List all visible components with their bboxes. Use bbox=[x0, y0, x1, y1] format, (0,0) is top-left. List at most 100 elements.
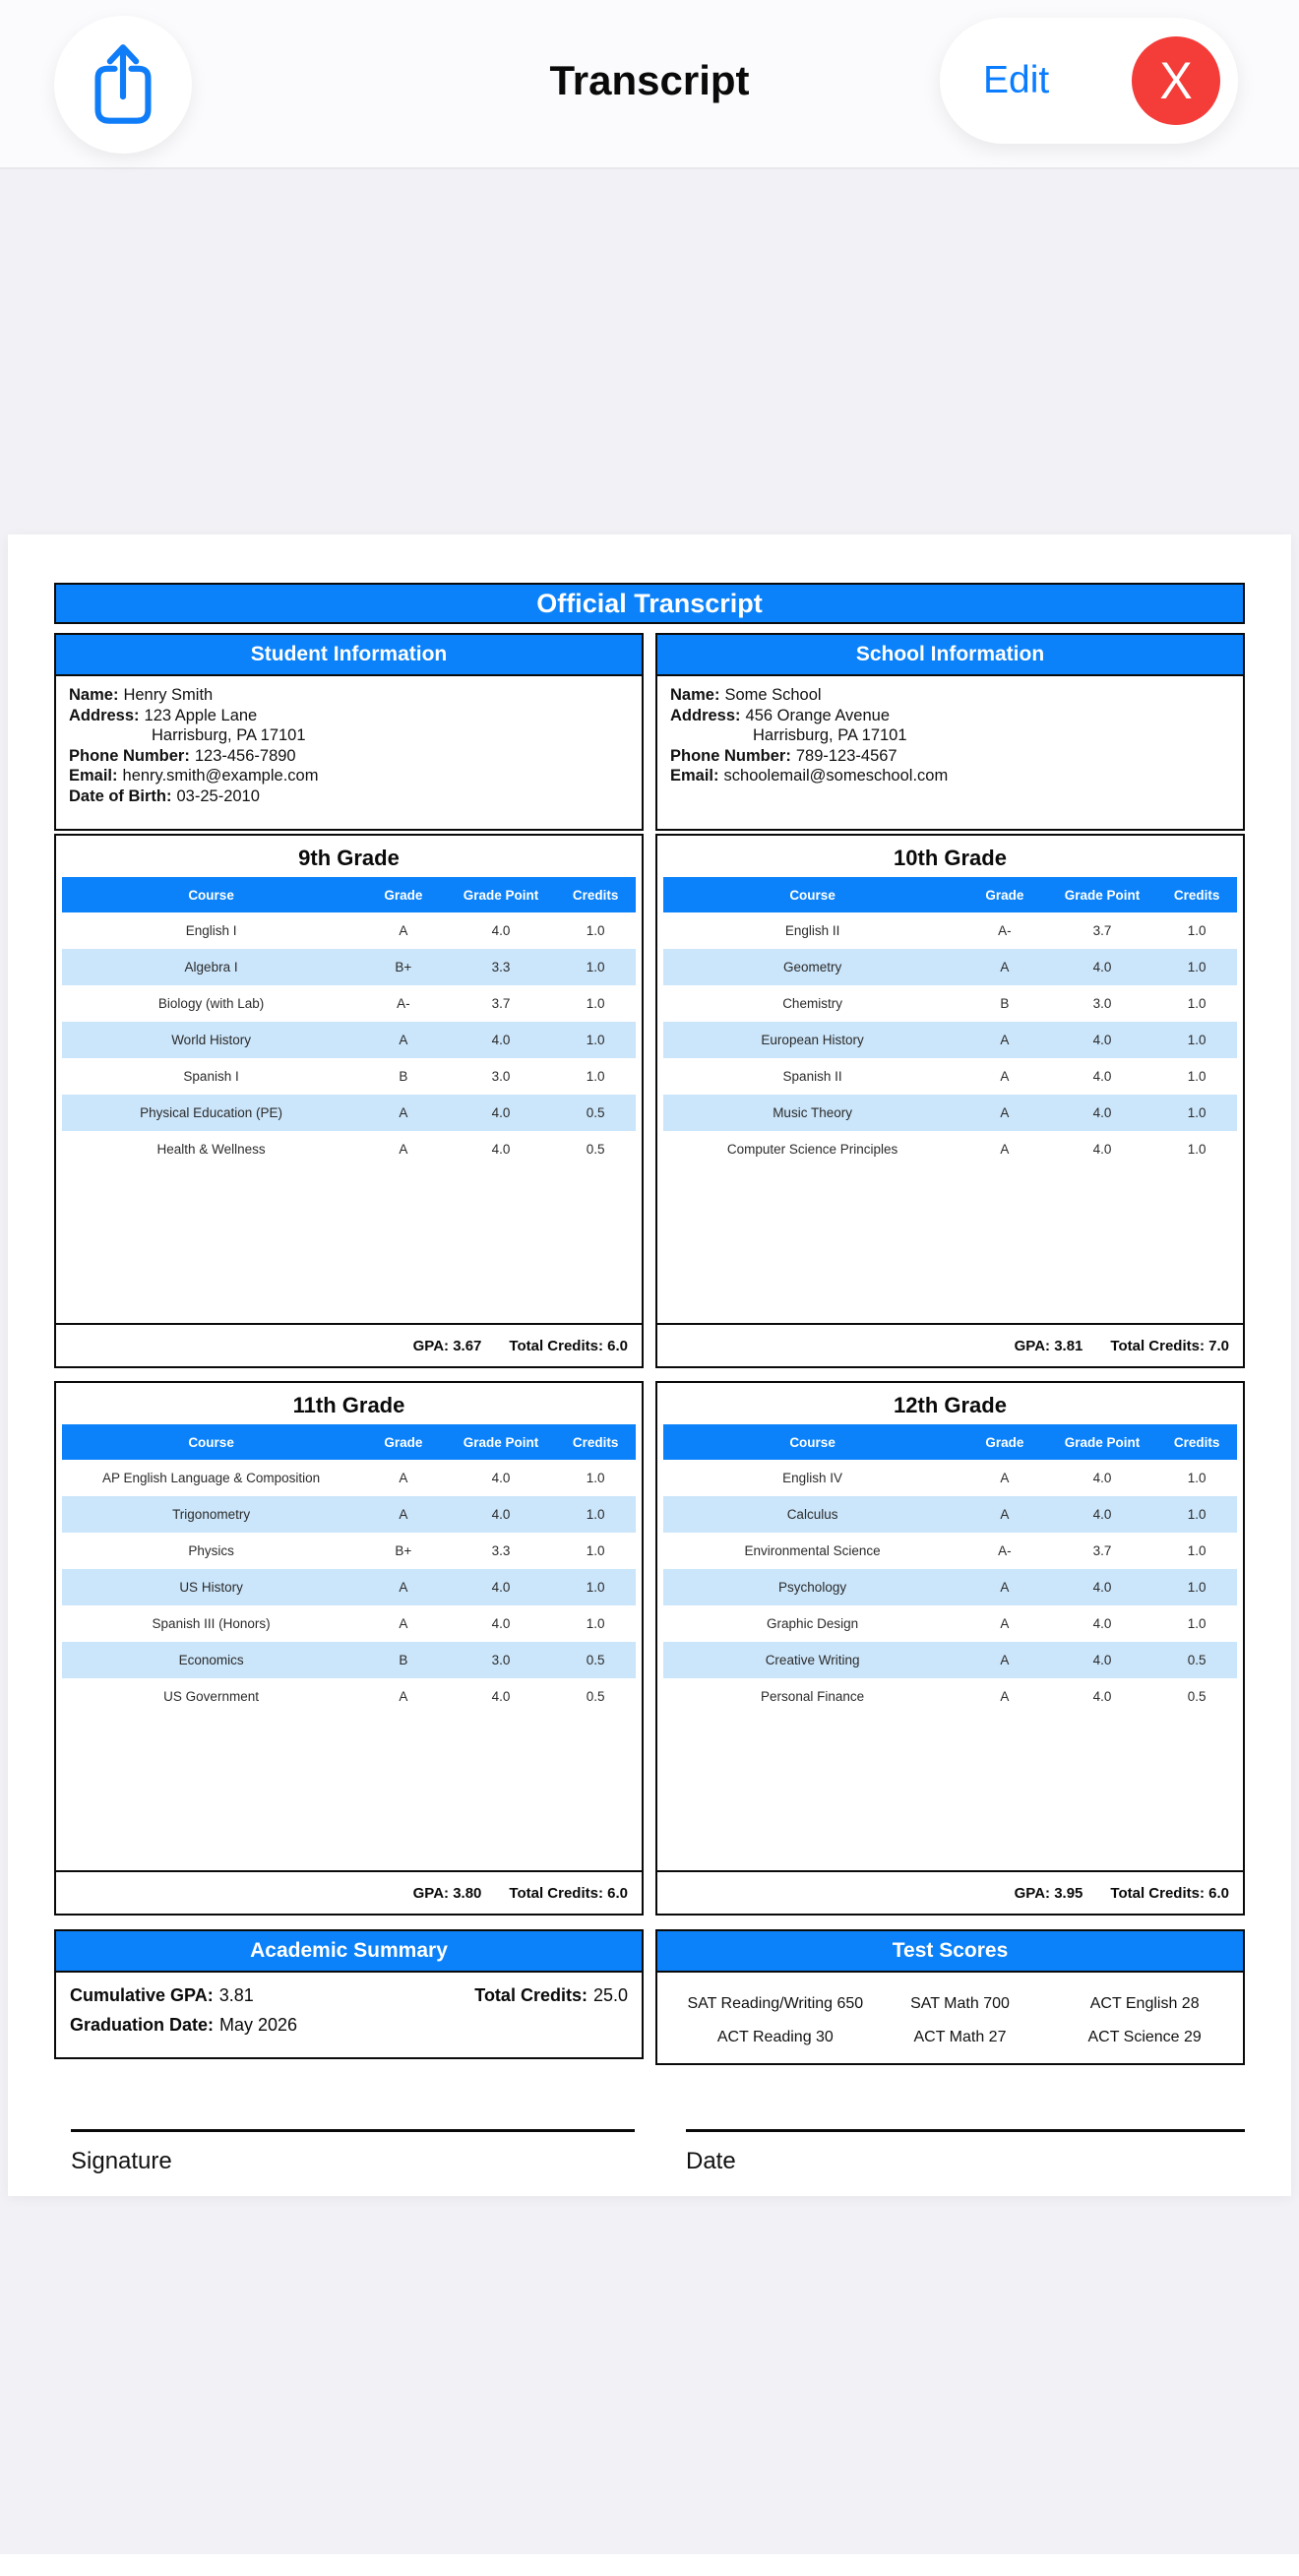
total-credits-value: Total Credits: 6.0 bbox=[509, 1337, 628, 1354]
info-line: Name: Some School bbox=[670, 686, 822, 704]
column-credits: Credits bbox=[572, 887, 619, 903]
document-banner: Official Transcript bbox=[54, 583, 1245, 624]
share-icon bbox=[91, 38, 155, 132]
test-scores-box: Test Scores SAT Reading/Writing 650 SAT M… bbox=[655, 1929, 1245, 2065]
page-title: Transcript bbox=[549, 57, 750, 103]
gpa-value: GPA: 3.80 bbox=[412, 1884, 482, 1902]
grade-table-12th: 12th Grade Course Grade Grade Point Cred… bbox=[655, 1381, 1245, 1916]
info-line: Harrisburg, PA 17101 bbox=[753, 726, 907, 744]
column-credits: Credits bbox=[1173, 1434, 1220, 1450]
test-scores-body: SAT Reading/Writing 650 SAT Math 700 ACT E… bbox=[655, 1971, 1245, 2065]
test-score: ACT Math 27 bbox=[913, 2029, 1007, 2045]
course-row: Spanish II A 4.0 1.0 bbox=[663, 1058, 1237, 1095]
info-line: Name: Henry Smith bbox=[69, 686, 214, 704]
gpa-value: GPA: 3.81 bbox=[1014, 1337, 1083, 1354]
column-credits: Credits bbox=[1173, 887, 1220, 903]
course-rows: English IV A 4.0 1.0 Calculus A 4.0 1.0 Environm… bbox=[663, 1460, 1237, 1715]
course-row: Spanish I B 3.0 1.0 bbox=[62, 1058, 636, 1095]
course-row: Physical Education (PE) A 4.0 0.5 bbox=[62, 1095, 636, 1131]
info-line: Email: henry.smith@example.com bbox=[69, 767, 319, 785]
date-line bbox=[686, 2129, 1245, 2132]
close-icon: X bbox=[1159, 51, 1193, 110]
course-row: Creative Writing A 4.0 0.5 bbox=[663, 1642, 1237, 1678]
total-credits-value: Total Credits: 6.0 bbox=[1110, 1884, 1229, 1902]
course-row: Biology (with Lab) A- 3.7 1.0 bbox=[62, 985, 636, 1022]
graduation-date: Graduation Date: May 2026 bbox=[70, 2015, 298, 2035]
column-course: Course bbox=[188, 887, 234, 903]
test-score: ACT Science 29 bbox=[1087, 2029, 1202, 2045]
test-score: ACT English 28 bbox=[1089, 1995, 1200, 2012]
test-score: ACT Reading 30 bbox=[716, 2029, 834, 2045]
column-course: Course bbox=[188, 1434, 234, 1450]
column-credits: Credits bbox=[572, 1434, 619, 1450]
grade-table-title: 12th Grade bbox=[894, 1393, 1007, 1417]
grade-table-footer: GPA: 3.67 Total Credits: 6.0 bbox=[56, 1323, 642, 1366]
info-line: Phone Number: 123-456-7890 bbox=[69, 746, 296, 765]
column-course: Course bbox=[789, 887, 835, 903]
signature-section: Signature Date bbox=[71, 2129, 1245, 2175]
column-grade: Grade bbox=[985, 887, 1024, 903]
gpa-value: GPA: 3.67 bbox=[412, 1337, 482, 1354]
edit-button[interactable]: Edit bbox=[983, 59, 1050, 101]
course-row: Calculus A 4.0 1.0 bbox=[663, 1496, 1237, 1533]
course-row: AP English Language & Composition A 4.0 1.0 bbox=[62, 1460, 636, 1496]
column-course: Course bbox=[789, 1434, 835, 1450]
grade-table-title: 10th Grade bbox=[894, 846, 1007, 870]
date-block: Date bbox=[686, 2129, 1245, 2175]
test-scores-header: Test Scores bbox=[655, 1929, 1245, 1973]
column-grade-point: Grade Point bbox=[1064, 887, 1141, 903]
signature-line bbox=[71, 2129, 635, 2132]
navigation-bar: Transcript Edit X bbox=[0, 0, 1299, 169]
course-row: World History A 4.0 1.0 bbox=[62, 1022, 636, 1058]
course-row: Computer Science Principles A 4.0 1.0 bbox=[663, 1131, 1237, 1167]
course-rows: English II A- 3.7 1.0 Geometry A 4.0 1.0 Chemist… bbox=[663, 912, 1237, 1167]
share-button[interactable] bbox=[54, 16, 192, 154]
course-rows: English I A 4.0 1.0 Algebra I B+ 3.3 1.0 Biology… bbox=[62, 912, 636, 1167]
course-row: Graphic Design A 4.0 1.0 bbox=[663, 1605, 1237, 1642]
transcript-document: Official Transcript Student Information … bbox=[8, 534, 1291, 2196]
school-info-body: Name: Some School Address: 456 Orange Avenu… bbox=[655, 674, 1245, 831]
course-rows: AP English Language & Composition A 4.0 1.0… bbox=[62, 1460, 636, 1715]
grade-table-title: 11th Grade bbox=[292, 1393, 405, 1417]
school-info-box: School Information Name: Some School Addre… bbox=[655, 633, 1245, 831]
signature-label: Signature bbox=[71, 2148, 172, 2174]
grade-table-column-headers: Course Grade Grade Point Credits bbox=[663, 1424, 1237, 1460]
academic-summary-body: Cumulative GPA: 3.81 Total Credits: 25.0 G… bbox=[54, 1971, 644, 2059]
course-row: Health & Wellness A 4.0 0.5 bbox=[62, 1131, 636, 1167]
grade-tables-grid: 9th Grade Course Grade Grade Point Credi… bbox=[54, 834, 1245, 1916]
test-score: SAT Reading/Writing 650 bbox=[687, 1995, 864, 2012]
grade-table-footer: GPA: 3.80 Total Credits: 6.0 bbox=[56, 1870, 642, 1914]
course-row: Economics B 3.0 0.5 bbox=[62, 1642, 636, 1678]
grade-table-column-headers: Course Grade Grade Point Credits bbox=[62, 877, 636, 912]
course-row: English II A- 3.7 1.0 bbox=[663, 912, 1237, 949]
academic-summary-header: Academic Summary bbox=[54, 1929, 644, 1973]
close-button[interactable]: X bbox=[1132, 36, 1220, 125]
grade-table-9th: 9th Grade Course Grade Grade Point Credi… bbox=[54, 834, 644, 1368]
grade-table-10th: 10th Grade Course Grade Grade Point Cred… bbox=[655, 834, 1245, 1368]
grade-table-title: 9th Grade bbox=[298, 846, 400, 870]
nav-actions-pill: Edit X bbox=[940, 18, 1238, 144]
info-line: Email: schoolemail@someschool.com bbox=[670, 767, 949, 785]
home-indicator-area bbox=[0, 2554, 1299, 2576]
info-line: Phone Number: 789-123-4567 bbox=[670, 746, 897, 765]
course-row: Spanish III (Honors) A 4.0 1.0 bbox=[62, 1605, 636, 1642]
course-row: Environmental Science A- 3.7 1.0 bbox=[663, 1533, 1237, 1569]
summary-section: Academic Summary Cumulative GPA: 3.81 Tot… bbox=[54, 1929, 1245, 2065]
test-score: SAT Math 700 bbox=[910, 1995, 1010, 2012]
academic-summary-box: Academic Summary Cumulative GPA: 3.81 Tot… bbox=[54, 1929, 644, 2065]
column-grade-point: Grade Point bbox=[1064, 1434, 1141, 1450]
info-line: Address: 456 Orange Avenue bbox=[670, 706, 891, 724]
gpa-value: GPA: 3.95 bbox=[1014, 1884, 1083, 1902]
course-row: Algebra I B+ 3.3 1.0 bbox=[62, 949, 636, 985]
grade-table-11th: 11th Grade Course Grade Grade Point Cred… bbox=[54, 1381, 644, 1916]
signature-block: Signature bbox=[71, 2129, 635, 2175]
info-line: Address: 123 Apple Lane bbox=[69, 706, 258, 724]
course-row: Geometry A 4.0 1.0 bbox=[663, 949, 1237, 985]
info-line: Date of Birth: 03-25-2010 bbox=[69, 786, 260, 805]
course-row: Physics B+ 3.3 1.0 bbox=[62, 1533, 636, 1569]
course-row: European History A 4.0 1.0 bbox=[663, 1022, 1237, 1058]
course-row: Chemistry B 3.0 1.0 bbox=[663, 985, 1237, 1022]
grade-table-footer: GPA: 3.95 Total Credits: 6.0 bbox=[657, 1870, 1243, 1914]
column-grade: Grade bbox=[384, 1434, 423, 1450]
